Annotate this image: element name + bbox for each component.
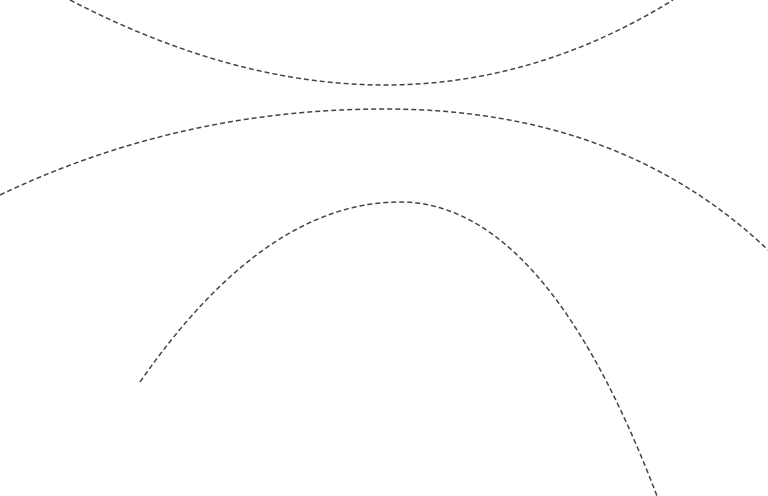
top-arc xyxy=(69,0,674,86)
lower-arc xyxy=(139,201,658,496)
middle-arc xyxy=(0,108,768,251)
